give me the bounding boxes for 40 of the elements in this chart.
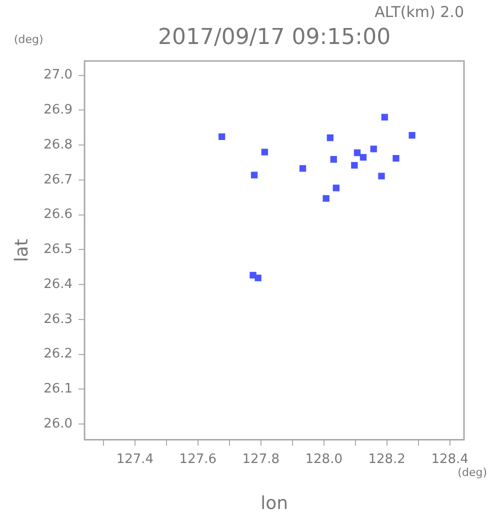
y-tick-label: 26.1: [44, 382, 73, 397]
point: [218, 133, 226, 140]
x-tick-label: 127.4: [116, 452, 154, 467]
point: [330, 156, 337, 163]
point: [261, 148, 268, 156]
point: [392, 154, 400, 162]
y-tick-label: 26.3: [44, 312, 73, 327]
y-tick-label: 26.4: [44, 276, 73, 292]
x-tick-label: 128.2: [368, 452, 406, 467]
chart-title: 2017/09/17 09:15:00: [158, 25, 391, 50]
point: [254, 274, 262, 282]
y-tick-label: 27.0: [44, 68, 73, 83]
point: [326, 134, 334, 142]
y-tick-label: 26.7: [44, 172, 73, 188]
y-tick-label: 26.0: [44, 416, 73, 432]
x-axis-title: lon: [260, 492, 288, 514]
x-tick-label: 127.6: [179, 452, 217, 467]
point: [381, 114, 388, 120]
text: (deg): [458, 466, 487, 479]
y-tick-label: 26.2: [44, 346, 73, 362]
point: [250, 172, 258, 178]
x-tick-label: 128.4: [431, 452, 468, 467]
point: [322, 195, 330, 202]
y-tick-label: 26.6: [44, 207, 73, 222]
point: [378, 172, 385, 180]
point: [299, 165, 306, 172]
point: [360, 154, 367, 161]
x-tick-label: 128.0: [305, 452, 342, 467]
text: (deg): [14, 33, 44, 46]
point: [354, 149, 361, 156]
x-tick-label: 127.8: [242, 452, 280, 467]
y-tick-label: 26.9: [44, 102, 73, 118]
point: [351, 162, 358, 169]
y-tick-label: 26.8: [44, 137, 73, 152]
y-tick-label: 26.5: [44, 242, 73, 258]
point: [370, 146, 377, 152]
point: [332, 184, 340, 192]
point: [408, 132, 416, 139]
chart-subtitle: ALT(km) 2.0: [374, 3, 464, 21]
y-axis-title: lat: [11, 238, 32, 262]
